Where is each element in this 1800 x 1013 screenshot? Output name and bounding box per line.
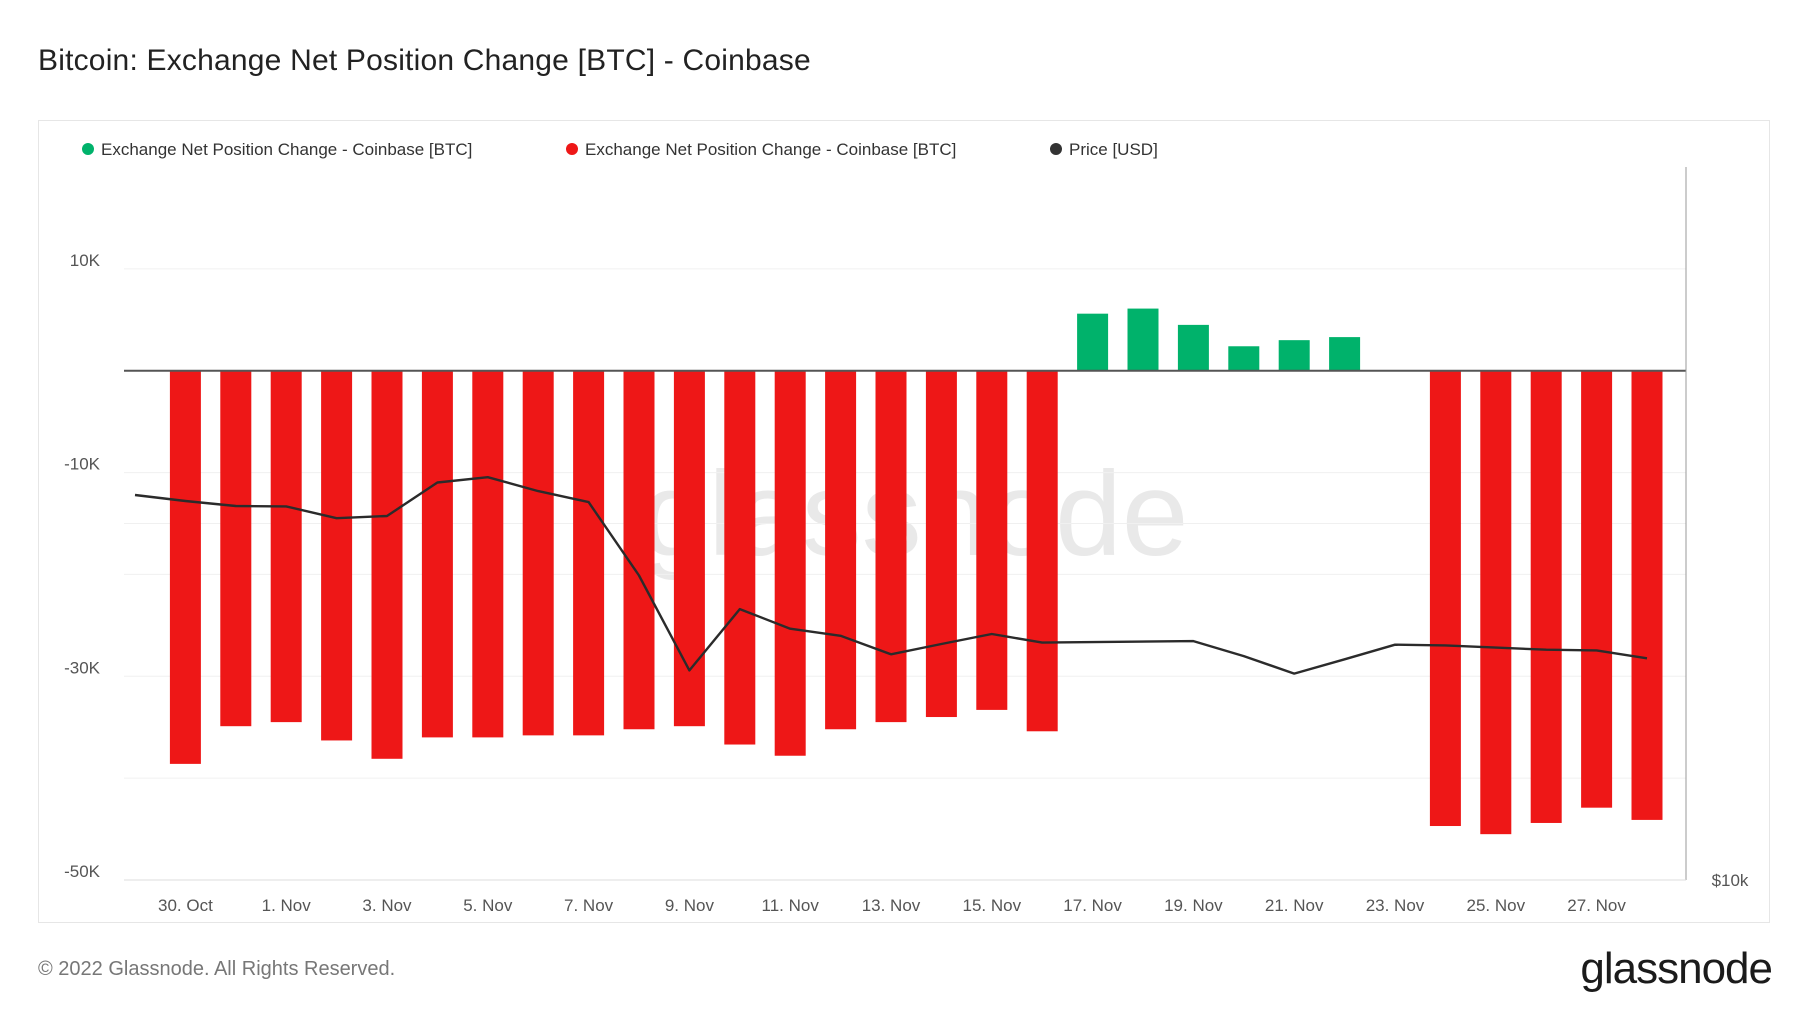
legend-marker	[566, 143, 578, 155]
bar	[673, 370, 705, 727]
bar	[371, 370, 403, 759]
x-tick-label: 25. Nov	[1467, 896, 1526, 915]
bar	[220, 370, 252, 727]
copyright-text: © 2022 Glassnode. All Rights Reserved.	[38, 958, 396, 980]
x-tick-label: 23. Nov	[1366, 896, 1425, 915]
bar	[1429, 370, 1461, 827]
price-line	[134, 476, 1648, 675]
legend: Exchange Net Position Change - Coinbase …	[82, 140, 1158, 159]
legend-item: Price [USD]	[1050, 140, 1158, 159]
bar	[270, 370, 302, 723]
legend-item: Exchange Net Position Change - Coinbase …	[566, 140, 956, 159]
x-tick-label: 9. Nov	[665, 896, 715, 915]
bar	[522, 370, 554, 736]
x-tick-label: 27. Nov	[1567, 896, 1626, 915]
x-tick-label: 30. Oct	[158, 896, 213, 915]
legend-item: Exchange Net Position Change - Coinbase …	[82, 140, 472, 159]
x-tick-label: 7. Nov	[564, 896, 614, 915]
legend-marker	[82, 143, 94, 155]
x-tick-label: 5. Nov	[463, 896, 513, 915]
watermark: glassnode	[641, 447, 1188, 581]
y-tick-label: -10K	[64, 455, 101, 474]
bar	[1278, 340, 1310, 371]
bar	[1329, 337, 1361, 371]
x-tick-label: 1. Nov	[262, 896, 312, 915]
bar	[875, 370, 907, 723]
bar	[573, 370, 605, 736]
bar	[169, 370, 201, 764]
x-tick-label: 21. Nov	[1265, 896, 1324, 915]
bar	[421, 370, 453, 738]
bar	[1530, 370, 1562, 823]
x-tick-label: 3. Nov	[362, 896, 412, 915]
right-axis: $10k	[124, 167, 1749, 890]
x-tick-label: 11. Nov	[762, 896, 820, 915]
bar	[825, 370, 857, 730]
glassnode-logo: glassnode	[1580, 944, 1773, 993]
y-tick-label: -30K	[64, 658, 101, 677]
x-tick-label: 15. Nov	[963, 896, 1022, 915]
x-tick-label: 17. Nov	[1063, 896, 1122, 915]
bar	[925, 370, 957, 718]
x-tick-label: 19. Nov	[1164, 896, 1223, 915]
bar	[1026, 370, 1058, 732]
bar	[472, 370, 504, 738]
bar	[321, 370, 353, 741]
bar	[774, 370, 806, 756]
bar	[1127, 308, 1159, 371]
page-title: Bitcoin: Exchange Net Position Change [B…	[38, 44, 811, 77]
legend-label: Exchange Net Position Change - Coinbase …	[585, 140, 956, 159]
bar	[623, 370, 655, 730]
legend-label: Exchange Net Position Change - Coinbase …	[101, 140, 472, 159]
chart-frame	[38, 120, 1770, 923]
bar	[1581, 370, 1613, 808]
x-tick-label: 13. Nov	[862, 896, 921, 915]
y-tick-label: 10K	[70, 251, 101, 270]
y-tick-label: -50K	[64, 862, 101, 881]
bar	[1177, 324, 1209, 371]
price-series-line	[134, 476, 1648, 675]
bar	[1480, 370, 1512, 835]
bars	[169, 308, 1663, 835]
legend-marker	[1050, 143, 1062, 155]
bar	[976, 370, 1008, 710]
bar	[724, 370, 756, 745]
y-axis: 10K -10K -30K -50K	[64, 251, 101, 881]
bar	[1228, 346, 1260, 371]
right-axis-tick: $10k	[1712, 871, 1749, 890]
bar	[1077, 313, 1109, 371]
x-axis: 30. Oct 1. Nov 3. Nov 5. Nov 7. Nov 9. Nov 11.…	[158, 896, 1626, 915]
legend-label: Price [USD]	[1069, 140, 1158, 159]
bar	[1631, 370, 1663, 820]
